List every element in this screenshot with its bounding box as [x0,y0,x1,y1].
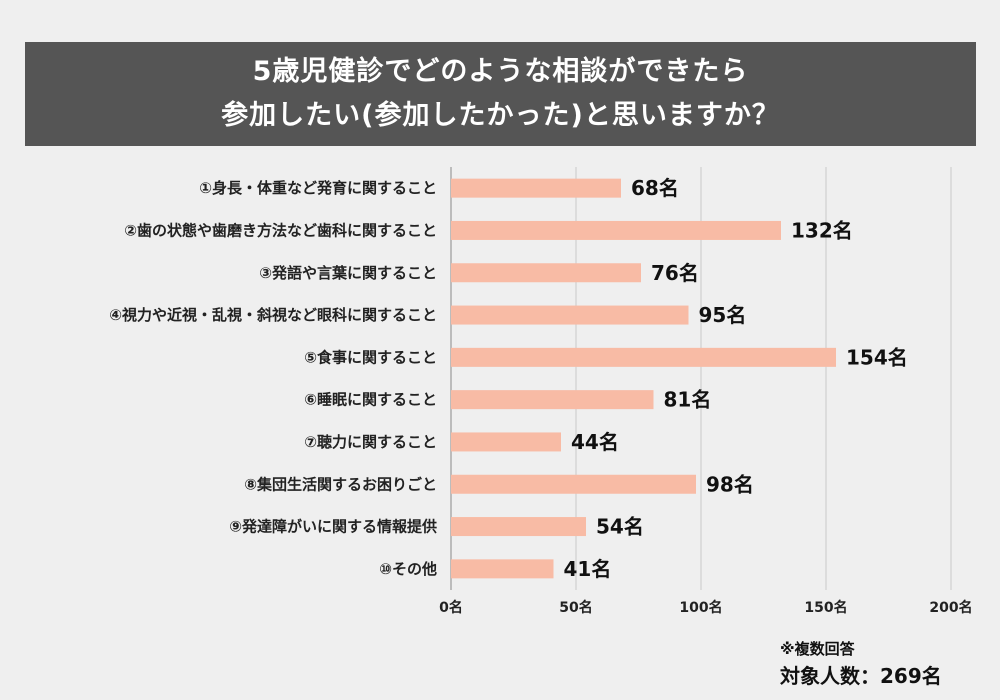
category-label: ①身長・体重など発育に関すること [199,179,437,197]
x-tick-label: 50名 [559,599,592,616]
data-label: 98名 [706,472,754,496]
chart-title-line1: 5歳児健診でどのような相談ができたら [252,56,749,87]
x-tick-label: 200名 [929,599,972,616]
bar [451,347,836,367]
bar [451,390,654,410]
category-label: ③発語や言葉に関すること [259,264,437,282]
category-label: ⑩その他 [379,560,437,578]
bar [451,432,561,452]
respondents-note: 対象人数：269名 [780,664,942,688]
data-label: 154名 [846,345,908,369]
data-label: 68名 [631,176,679,200]
multiple-answers-note: ※複数回答 [780,640,855,658]
category-label: ⑥睡眠に関すること [304,391,437,409]
bar [451,220,781,240]
category-label: ⑤食事に関すること [304,348,437,366]
bar [451,178,621,198]
data-label: 54名 [596,515,644,539]
category-label: ⑧集団生活関するお困りごと [244,475,437,493]
category-label: ②歯の状態や歯磨き方法など歯科に関すること [124,221,437,239]
bar [451,559,554,579]
x-tick-label: 150名 [804,599,847,616]
chart-title-box: 5歳児健診でどのような相談ができたら 参加したい(参加したかった)と思いますか？ [25,42,976,146]
bar [451,263,641,283]
data-label: 44名 [571,430,619,454]
data-label: 76名 [651,261,699,285]
bar [451,517,586,537]
x-tick-label: 100名 [679,599,722,616]
chart-title-line2: 参加したい(参加したかった)と思いますか？ [221,100,780,131]
x-tick-label: 0名 [439,599,463,616]
data-label: 81名 [664,388,712,412]
category-label: ④視力や近視・乱視・斜視など眼科に関すること [109,306,437,324]
data-label: 41名 [564,557,612,581]
category-label: ⑨発達障がいに関する情報提供 [229,518,437,536]
bar [451,474,696,494]
bar [451,305,689,325]
data-label: 132名 [791,218,853,242]
category-label: ⑦聴力に関すること [304,433,437,451]
data-label: 95名 [699,303,747,327]
